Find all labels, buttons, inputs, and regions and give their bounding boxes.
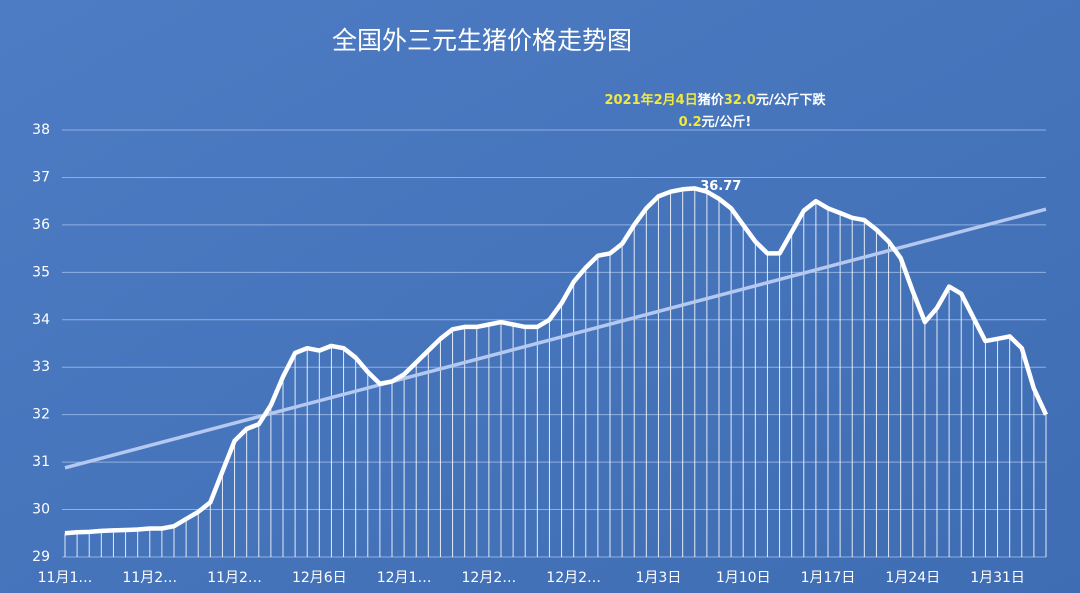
y-tick-label: 33 [32, 359, 50, 375]
x-tick-label: 12月6日 [292, 570, 347, 586]
y-tick-label: 31 [32, 454, 50, 470]
y-tick-label: 37 [32, 169, 50, 185]
x-tick-label: 11月1… [38, 570, 93, 586]
annotation: 2021年2月4日猪价32.0元/公斤下跌 [604, 92, 826, 108]
annotation-part: 0.2 [679, 115, 702, 130]
y-tick-label: 36 [32, 217, 50, 233]
x-tick-label: 11月2… [207, 570, 262, 586]
y-tick-label: 30 [32, 502, 50, 518]
y-tick-label: 35 [32, 264, 50, 280]
x-tick-label: 1月24日 [885, 570, 940, 586]
annotation-part: 32.0 [724, 93, 756, 108]
y-tick-label: 34 [32, 312, 50, 328]
annotation-part: 猪价 [697, 92, 725, 108]
x-tick-label: 12月1… [377, 570, 432, 586]
x-tick-label: 11月2… [122, 570, 177, 586]
y-tick-label: 29 [32, 549, 50, 565]
price-line [64, 186, 1049, 536]
x-tick-label: 1月10日 [716, 570, 771, 586]
trend-line [64, 207, 1047, 470]
x-tick-label: 1月31日 [970, 570, 1025, 586]
data-label: 36.77 [700, 179, 741, 194]
annotation-part: 元/公斤下跌 [756, 92, 827, 108]
annotation-part: 2021年2月4日 [604, 92, 697, 108]
annotation-part: 元/公斤! [702, 114, 752, 130]
x-tick-label: 12月2… [546, 570, 601, 586]
annotation: 0.2元/公斤! [679, 114, 752, 130]
x-tick-label: 12月2… [462, 570, 517, 586]
x-tick-label: 1月3日 [636, 570, 682, 586]
y-tick-label: 38 [32, 122, 50, 138]
x-tick-label: 1月17日 [801, 570, 856, 586]
chart-title: 全国外三元生猪价格走势图 [332, 26, 632, 55]
y-tick-label: 32 [32, 407, 50, 423]
